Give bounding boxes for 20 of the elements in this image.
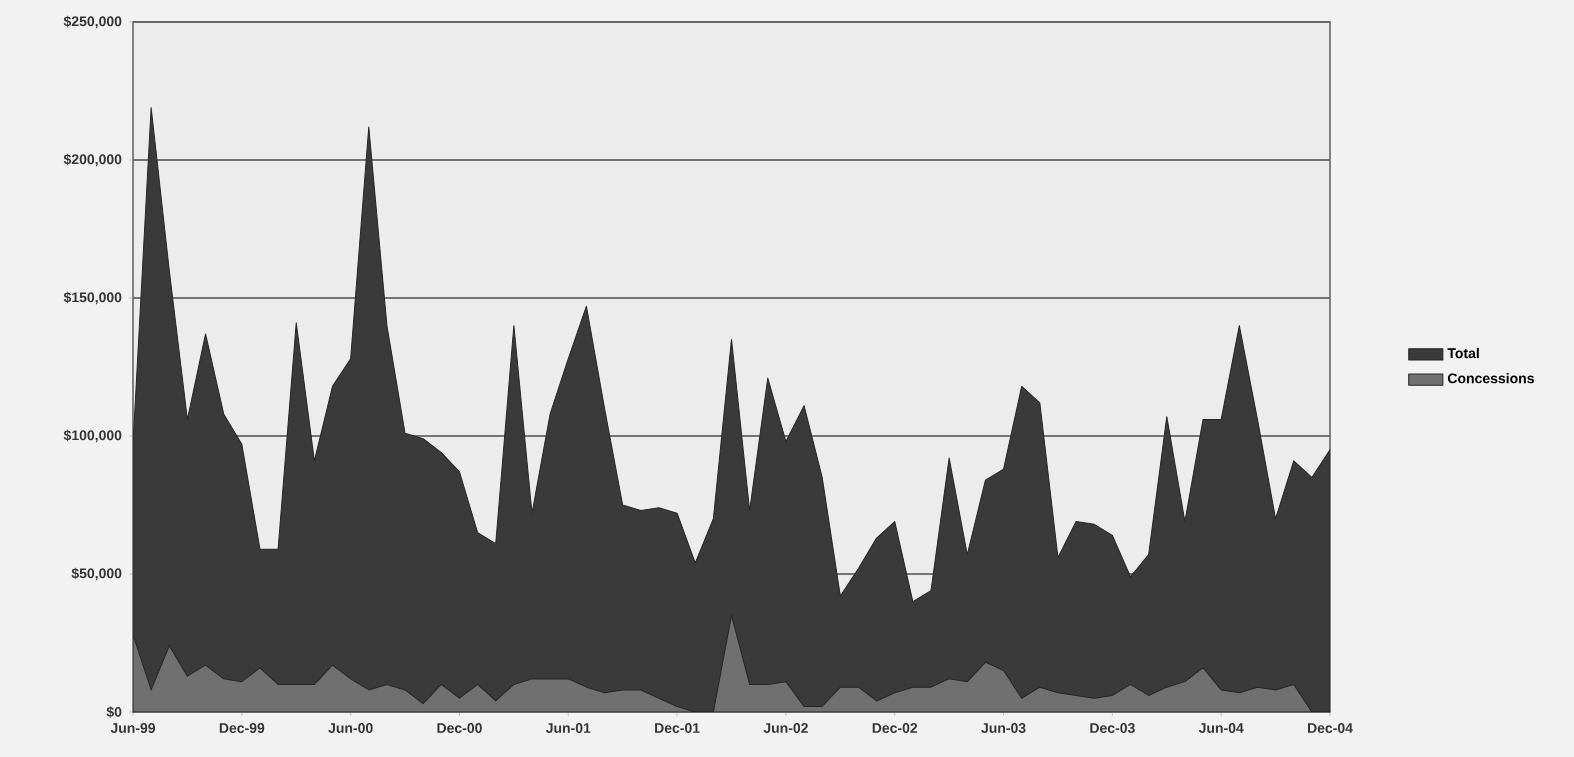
x-tick-label: Jun-04 bbox=[1198, 723, 1244, 733]
x-tick-label: Jun-00 bbox=[328, 723, 373, 733]
legend-label: Total bbox=[1447, 347, 1479, 359]
y-tick-label: $250,000 bbox=[63, 15, 122, 29]
x-tick-label: Dec-03 bbox=[1090, 723, 1135, 733]
y-tick-label: $0 bbox=[106, 706, 122, 718]
x-tick-label: Jun-01 bbox=[545, 723, 591, 733]
x-tick-label: Dec-02 bbox=[872, 723, 918, 733]
x-tick-label: Dec-00 bbox=[437, 723, 482, 733]
legend-label: Concessions bbox=[1447, 373, 1534, 384]
x-tick-label: Dec-01 bbox=[655, 723, 700, 733]
x-tick-label: Jun-99 bbox=[110, 723, 156, 733]
y-tick-label: $200,000 bbox=[63, 153, 122, 167]
x-tick-label: Jun-03 bbox=[981, 723, 1026, 733]
y-tick-label: $50,000 bbox=[71, 567, 122, 581]
x-tick-label: Jun-02 bbox=[763, 723, 808, 733]
y-tick-label: $100,000 bbox=[63, 429, 122, 443]
x-tick-label: Dec-99 bbox=[219, 723, 265, 733]
x-tick-label: Dec-04 bbox=[1307, 723, 1353, 733]
y-tick-label: $150,000 bbox=[63, 291, 122, 305]
